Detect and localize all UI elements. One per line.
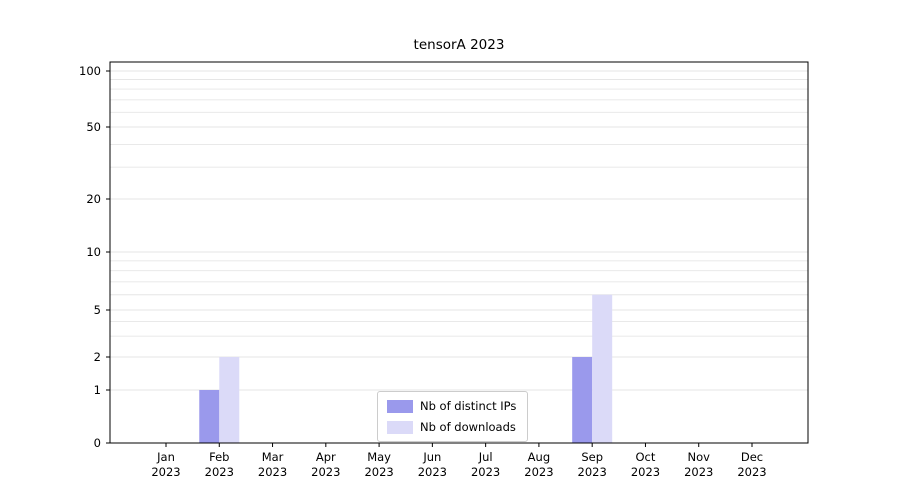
x-tick-label: Mar 2023 bbox=[258, 450, 287, 479]
legend-swatch-distinct-ips bbox=[387, 399, 413, 413]
x-tick-label: Oct 2023 bbox=[631, 450, 660, 479]
x-tick-label: Jun 2023 bbox=[418, 450, 447, 479]
x-tick-label: Jan 2023 bbox=[151, 450, 180, 479]
bar-feb-nb-of-distinct-ips bbox=[199, 390, 220, 443]
y-tick-label: 0 bbox=[94, 436, 101, 450]
x-tick-label: Nov 2023 bbox=[684, 450, 713, 479]
y-tick-label: 5 bbox=[94, 303, 101, 317]
y-tick-label: 2 bbox=[94, 350, 101, 364]
plot-border bbox=[109, 61, 809, 444]
legend-item-downloads: Nb of downloads bbox=[387, 420, 516, 434]
x-tick-label: Dec 2023 bbox=[737, 450, 766, 479]
x-tick-label: May 2023 bbox=[364, 450, 393, 479]
legend-label-distinct-ips: Nb of distinct IPs bbox=[420, 399, 517, 413]
bar-sep-nb-of-distinct-ips bbox=[572, 357, 593, 443]
legend-label-downloads: Nb of downloads bbox=[420, 420, 516, 434]
y-tick-label: 1 bbox=[94, 383, 101, 397]
y-tick-label: 20 bbox=[86, 192, 101, 206]
x-tick-label: Aug 2023 bbox=[524, 450, 553, 479]
bar-sep-nb-of-downloads bbox=[592, 294, 613, 443]
x-tick-label: Sep 2023 bbox=[578, 450, 607, 479]
y-tick-label: 10 bbox=[86, 245, 101, 259]
y-tick-label: 50 bbox=[86, 120, 101, 134]
bar-feb-nb-of-downloads bbox=[219, 357, 240, 443]
legend: Nb of distinct IPs Nb of downloads bbox=[377, 391, 529, 442]
legend-swatch-downloads bbox=[387, 420, 413, 434]
legend-item-distinct-ips: Nb of distinct IPs bbox=[387, 399, 516, 413]
x-tick-label: Apr 2023 bbox=[311, 450, 340, 479]
x-tick-label: Feb 2023 bbox=[205, 450, 234, 479]
y-tick-label: 100 bbox=[79, 64, 101, 78]
chart-title: tensorA 2023 bbox=[413, 37, 505, 53]
x-tick-label: Jul 2023 bbox=[471, 450, 500, 479]
